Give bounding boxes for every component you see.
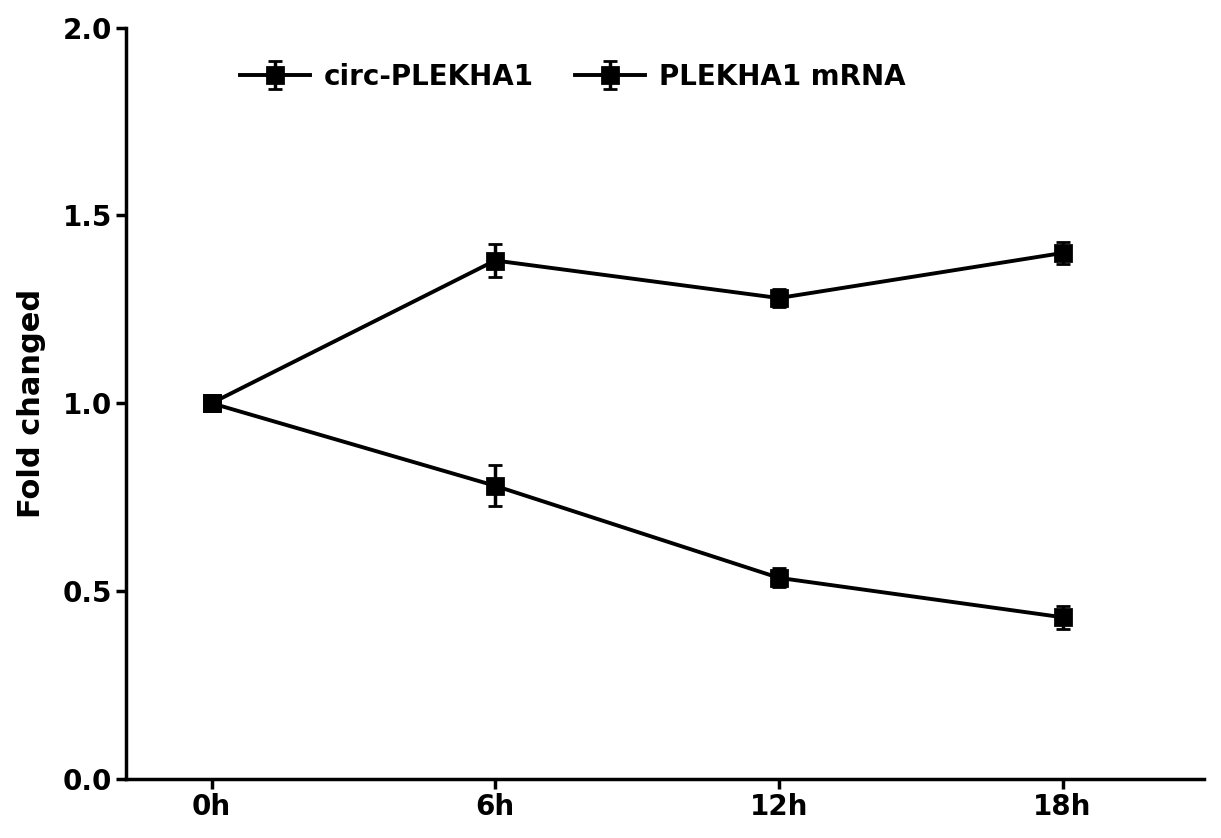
- Y-axis label: Fold changed: Fold changed: [17, 288, 45, 518]
- Legend: circ-PLEKHA1, PLEKHA1 mRNA: circ-PLEKHA1, PLEKHA1 mRNA: [227, 49, 919, 105]
